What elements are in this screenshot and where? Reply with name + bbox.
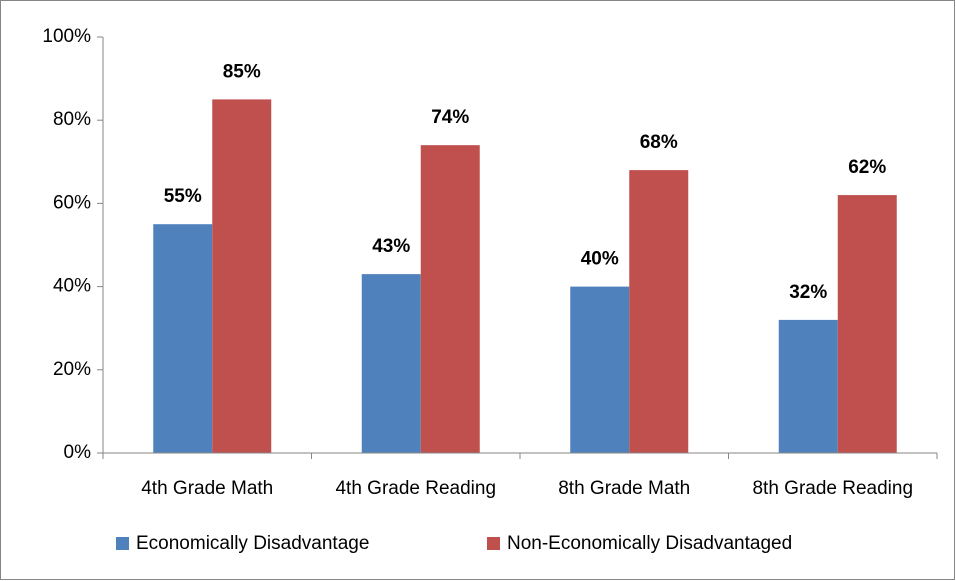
legend-swatch	[116, 537, 129, 550]
bar	[778, 319, 838, 453]
x-tick-label: 8th Grade Math	[558, 478, 690, 499]
value-label: 43%	[372, 236, 410, 257]
x-tick-label: 4th Grade Math	[141, 478, 273, 499]
value-label: 85%	[223, 61, 261, 82]
y-tick-label: 80%	[53, 109, 91, 130]
y-tick-label: 40%	[53, 276, 91, 297]
value-label: 62%	[848, 157, 886, 178]
legend-label: Economically Disadvantage	[136, 533, 369, 554]
y-tick-label: 0%	[64, 442, 92, 463]
value-label: 55%	[164, 186, 202, 207]
legend-swatch	[487, 537, 500, 550]
y-tick-label: 20%	[53, 359, 91, 380]
value-label: 68%	[640, 132, 678, 153]
value-label: 74%	[431, 107, 469, 128]
x-tick-label: 8th Grade Reading	[752, 478, 913, 499]
bar	[212, 99, 272, 454]
x-tick-label: 4th Grade Reading	[335, 478, 496, 499]
bar	[361, 274, 421, 453]
y-tick-label: 60%	[53, 192, 91, 213]
y-tick-label: 100%	[42, 26, 91, 47]
bar	[153, 224, 213, 453]
value-label: 40%	[581, 249, 619, 270]
bar	[837, 195, 897, 453]
bar	[420, 145, 480, 453]
bar	[629, 170, 689, 453]
bar	[570, 286, 630, 453]
legend-label: Non-Economically Disadvantaged	[507, 533, 792, 554]
value-label: 32%	[789, 282, 827, 303]
